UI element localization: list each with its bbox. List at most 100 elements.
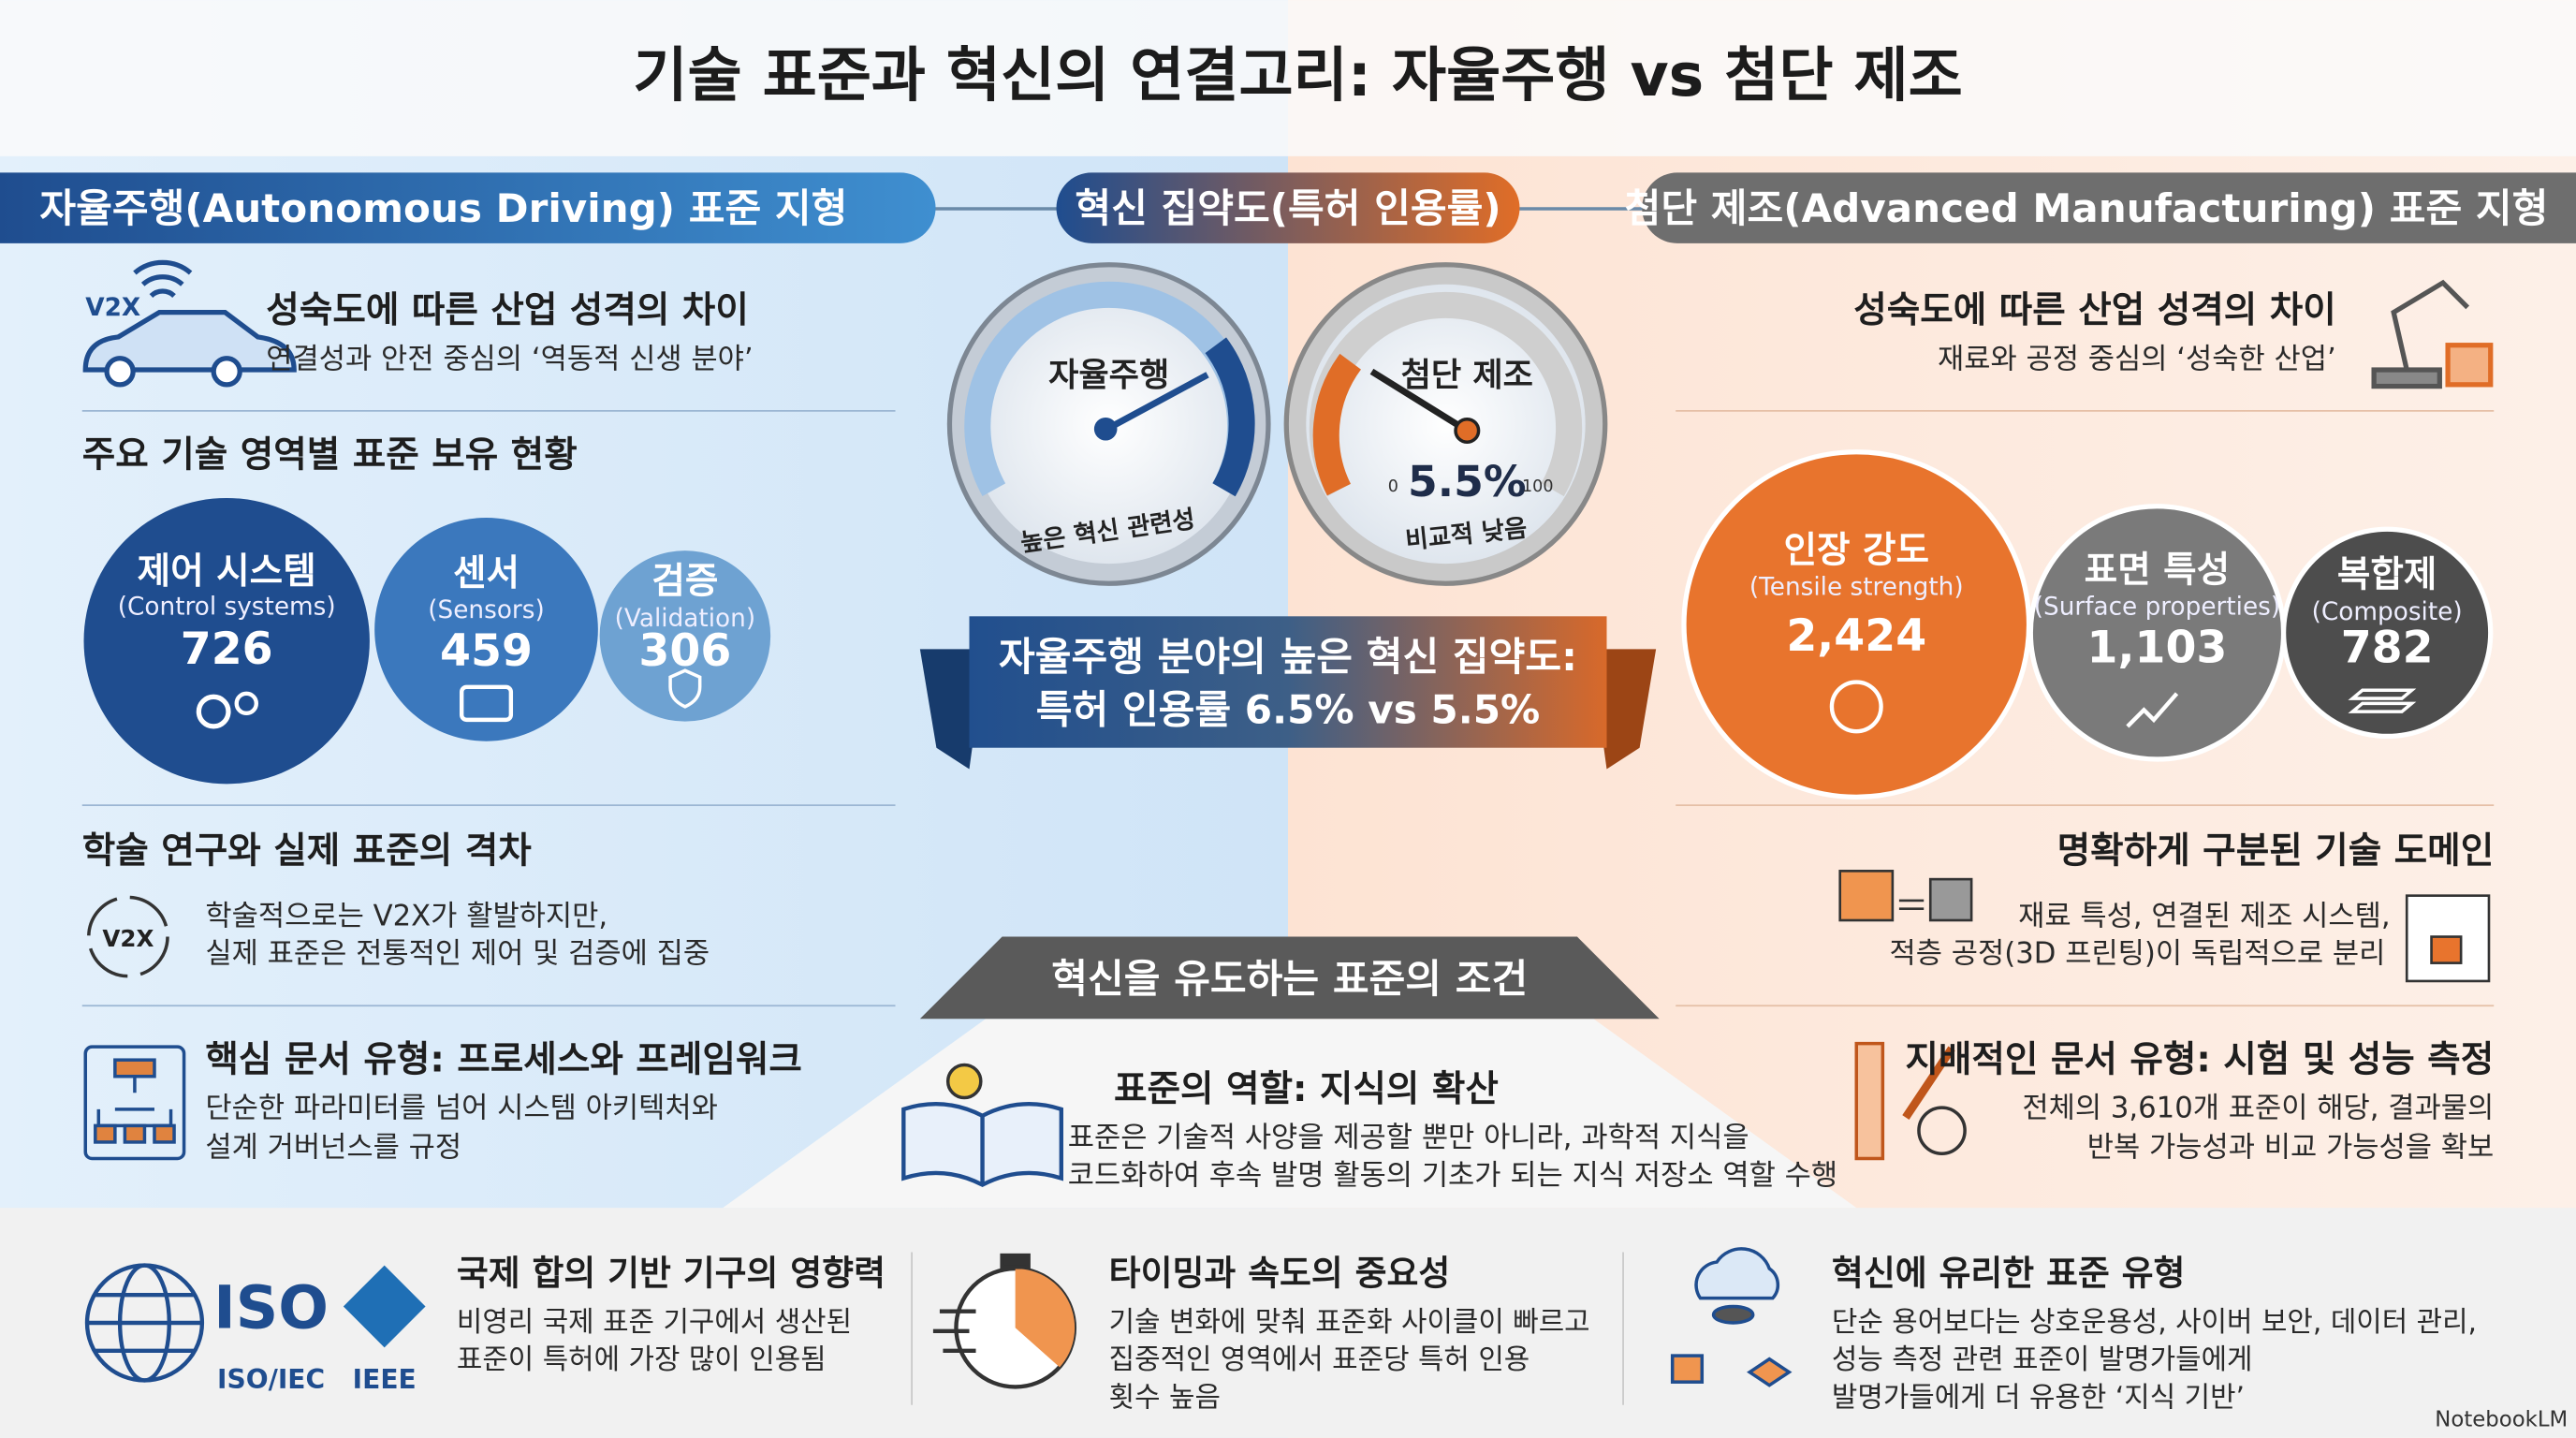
section-text: 학술적으로는 V2X가 활발하지만, [205, 899, 607, 932]
rect-shape [1000, 1253, 1031, 1269]
trend-icon [2126, 692, 2179, 728]
footer-text: 발명가들에게 더 유용한 ‘지식 기반’ [1832, 1382, 2245, 1415]
page-title: 기술 표준과 혁신의 연결고리: 자율주행 vs 첨단 제조 [633, 40, 1962, 110]
banner-line: 자율주행 분야의 높은 혁신 집약도: [999, 634, 1577, 680]
rect-shape [2445, 343, 2494, 388]
cloud-data-icon [1670, 1247, 1793, 1387]
layers-icon [2348, 688, 2417, 713]
bubble-count: 306 [638, 625, 731, 677]
bubble-name: 센서 [453, 552, 520, 594]
bubble-en: (Validation) [615, 605, 755, 633]
rect-shape [83, 1045, 186, 1161]
banner-line: 특허 인용률 6.5% vs 5.5% [1036, 686, 1540, 732]
footer-title: 국제 합의 기반 기구의 영향력 [457, 1254, 886, 1294]
section-title: 표준의 역할: 지식의 확산 [1114, 1068, 1499, 1110]
header-right [1642, 172, 2576, 243]
section-text: 연결성과 안전 중심의 ‘역동적 신생 분야’ [266, 342, 753, 375]
bubble-en: (Control systems) [118, 594, 336, 622]
circle-shape [1454, 417, 1481, 445]
icon-label: V2X [85, 294, 140, 322]
section-text: 단순한 파라미터를 넘어 시스템 아키텍처와 [205, 1092, 717, 1125]
section-title: 성숙도에 따른 산업 성격의 차이 [266, 289, 749, 331]
circle-shape [1917, 1106, 1967, 1155]
header-center-text: 혁신 집약도(특허 인용률) [1075, 185, 1500, 231]
bubble-count: 782 [2341, 622, 2434, 673]
rect-shape [1854, 1041, 1885, 1161]
footer-text: 횟수 높음 [1109, 1382, 1221, 1415]
camera-icon [459, 684, 514, 723]
brand: NotebookLM [2435, 1408, 2568, 1432]
banner [969, 616, 1607, 748]
circle-shape [1093, 417, 1118, 441]
section-text: 설계 거버넌스를 규정 [205, 1131, 461, 1165]
footer-band [0, 1208, 2576, 1438]
path-shape [2391, 279, 2470, 371]
bubble-name: 제어 시스템 [138, 550, 316, 593]
footer-text: 성능 측정 관련 표준이 발명가들에게 [1832, 1343, 2253, 1376]
ellipse-shape [1711, 1304, 1755, 1325]
section-text: 전체의 3,610개 표준이 해당, 결과물의 [2022, 1092, 2494, 1125]
rect-shape [94, 1123, 117, 1144]
globe-icon [84, 1263, 205, 1383]
gear-icon [234, 691, 258, 716]
gauge-icon [1829, 680, 1883, 734]
path-shape [82, 309, 297, 373]
measure-icon [1854, 1041, 1967, 1161]
footer-text: 비영리 국제 표준 기구에서 생산된 [457, 1306, 852, 1339]
section-title: 학술 연구와 실제 표준의 격차 [82, 830, 532, 873]
bubble-count: 726 [181, 624, 273, 675]
rect-shape [123, 1123, 147, 1144]
circle-shape [211, 356, 242, 388]
bubble-name: 인장 강도 [1783, 529, 1929, 571]
section-text: 반복 가능성과 비교 가능성을 확보 [2087, 1131, 2495, 1165]
header-center [1056, 172, 1520, 243]
header-left [0, 172, 936, 243]
bubble-count: 459 [440, 625, 533, 677]
footer-text: 기술 변화에 맞춰 표준화 사이클이 빠르고 [1109, 1306, 1590, 1339]
circle-shape [1306, 284, 1586, 565]
bubble-name: 검증 [651, 561, 718, 603]
line-shape [1369, 368, 1470, 433]
path-shape [1312, 353, 1362, 496]
conditions-header [919, 936, 1660, 1020]
footer-text: 표준이 특허에 가장 많이 인용됨 [457, 1343, 827, 1376]
section-text: 재료와 공정 중심의 ‘성숙한 산업’ [1938, 342, 2336, 375]
footer-text: 집중적인 영역에서 표준당 특허 인용 [1109, 1343, 1530, 1376]
flow-icon [83, 1045, 186, 1161]
rect-shape [1838, 870, 1895, 922]
section-text: 표준은 기술적 사양을 제공할 뿐만 아니라, 과학적 지식을 [1068, 1121, 1749, 1154]
gauge-label: 첨단 제조 [1401, 357, 1533, 395]
bubble-en: (Tensile strength) [1749, 573, 1964, 601]
gauge-min: 0 [1388, 477, 1398, 496]
footer-text: 단순 용어보다는 상호운용성, 사이버 보안, 데이터 관리, [1832, 1306, 2477, 1339]
stopwatch-icon [932, 1253, 1077, 1389]
logo: ISO [213, 1272, 329, 1342]
path-shape [1205, 337, 1255, 497]
line-shape [1102, 372, 1209, 434]
footer-title: 혁신에 유리한 표준 유형 [1832, 1254, 2185, 1294]
conditions-header-text: 혁신을 유도하는 표준의 조건 [1051, 956, 1528, 1002]
gauge-label: 자율주행 [1048, 357, 1169, 395]
gauge-max: 100 [1522, 477, 1554, 496]
title-band [0, 0, 2576, 156]
gauge-value: 5.5% [1408, 457, 1527, 506]
footer-title: 타이밍과 속도의 중요성 [1109, 1254, 1451, 1294]
bubble-en: (Surface properties) [2034, 594, 2280, 622]
section-text: 코드화하여 후속 발명 활동의 기초가 되는 지식 저장소 역할 수행 [1068, 1159, 1837, 1193]
blocks-icon [1838, 870, 2491, 983]
logo-caption: ISO/IEC [217, 1364, 325, 1395]
section-title: 성숙도에 따른 산업 성격의 차이 [1853, 289, 2336, 331]
section-title: 지배적인 문서 유형: 시험 및 성능 측정 [1905, 1038, 2494, 1080]
circle-shape [104, 356, 136, 388]
section-text: 실제 표준은 전통적인 제어 및 검증에 집중 [205, 937, 710, 971]
rect-shape [1670, 1354, 1705, 1384]
gauge-left [946, 262, 1271, 586]
bubble-count: 2,424 [1786, 610, 1926, 662]
bubble-name: 표면 특성 [2085, 549, 2231, 591]
section-title: 명확하게 구분된 기술 도메인 [2057, 830, 2495, 873]
path-shape [87, 1292, 202, 1354]
bubble [374, 518, 598, 741]
robot-arm-icon [2371, 279, 2494, 389]
rect-shape [153, 1123, 176, 1144]
